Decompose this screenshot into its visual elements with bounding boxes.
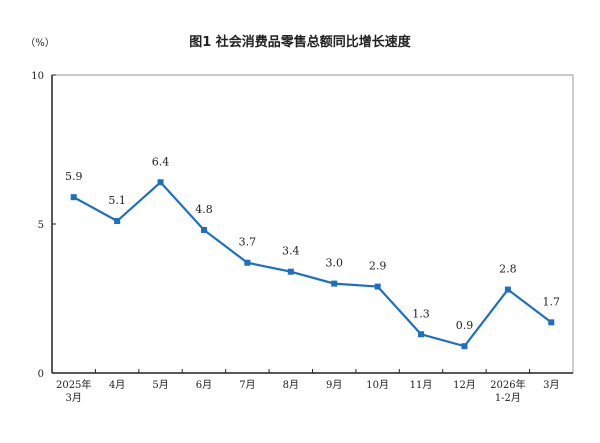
x-tick-label: 4月: [109, 379, 125, 391]
data-label: 0.9: [456, 319, 474, 332]
data-label: 1.3: [412, 307, 430, 320]
data-point: [461, 343, 468, 350]
x-tick-label: 3月: [66, 392, 82, 404]
x-tick-label: 7月: [239, 379, 255, 391]
data-label: 5.9: [65, 170, 83, 183]
y-axis-unit: （%）: [25, 37, 55, 49]
data-point: [504, 286, 511, 293]
data-point: [70, 194, 77, 201]
x-tick-label: 2026年: [490, 378, 525, 391]
data-label: 3.4: [282, 245, 300, 258]
x-tick-label: 12月: [453, 379, 476, 391]
data-label: 4.8: [195, 203, 213, 216]
x-tick-label: 10月: [366, 379, 389, 391]
data-label: 5.1: [108, 194, 126, 207]
y-tick-label: 5: [38, 220, 44, 231]
data-label: 2.8: [499, 263, 517, 276]
x-tick-label: 11月: [410, 379, 433, 391]
y-tick-label: 0: [38, 369, 44, 380]
chart-title: 图1 社会消费品零售总额同比增长速度: [189, 34, 412, 50]
x-tick-label: 6月: [196, 379, 212, 391]
data-point: [157, 179, 164, 186]
plot-frame: [51, 74, 574, 374]
data-point: [548, 319, 555, 326]
data-point: [418, 331, 425, 338]
data-point: [200, 226, 207, 233]
data-label: 1.7: [543, 295, 561, 308]
x-tick-label: 2025年: [56, 378, 91, 391]
x-tick-label: 5月: [152, 379, 168, 391]
series-line: [73, 180, 552, 348]
data-label: 3.7: [239, 236, 257, 249]
data-point: [287, 268, 294, 275]
data-label: 3.0: [325, 257, 343, 270]
data-point: [244, 259, 251, 266]
y-tick-label: 10: [31, 71, 44, 82]
data-label: 6.4: [152, 155, 170, 168]
data-point: [331, 280, 338, 287]
x-tick-label: 8月: [283, 379, 299, 391]
x-tick-label: 1-2月: [495, 392, 521, 404]
data-point: [374, 283, 381, 290]
x-tick-label: 9月: [326, 379, 342, 391]
x-tick-label: 3月: [543, 379, 559, 391]
data-label: 2.9: [369, 260, 387, 273]
data-point: [114, 218, 121, 225]
